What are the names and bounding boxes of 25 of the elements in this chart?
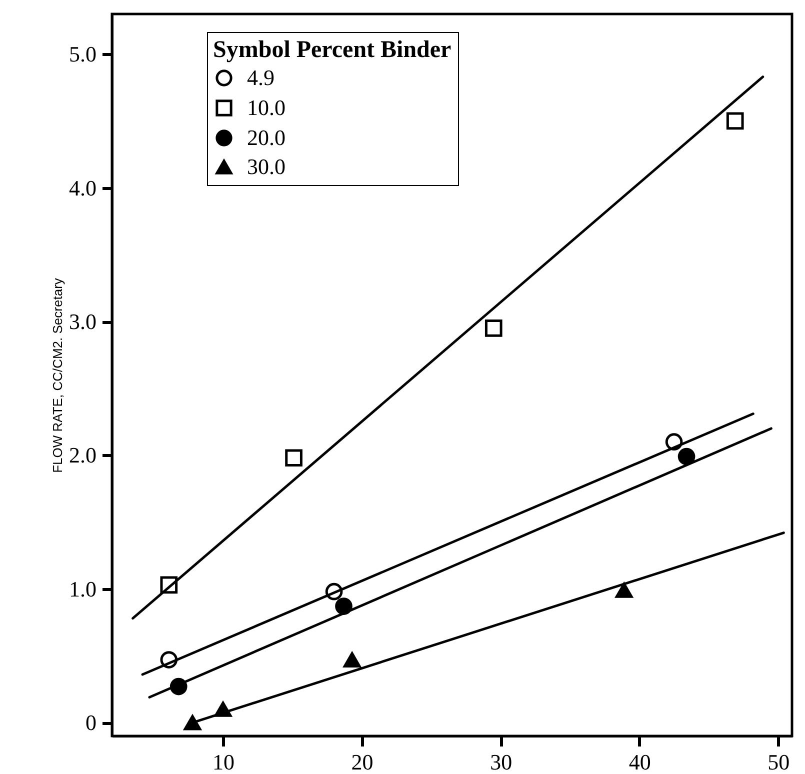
point [335, 598, 352, 615]
x-tick-label: 40 [628, 750, 651, 774]
y-axis-title: FLOW RATE, CC/CM2. Secretary [50, 278, 65, 473]
y-tick-label: 4.0 [69, 175, 96, 200]
x-tick-label: 50 [768, 750, 790, 774]
y-tick-label: 2.0 [69, 442, 96, 468]
y-tick-label: 5.0 [69, 42, 96, 67]
point [343, 652, 361, 668]
x-tick-label: 20 [351, 750, 374, 774]
y-tick-label: 1.0 [69, 576, 96, 602]
x-tick-label: 30 [490, 750, 512, 774]
y-tick-label: 3.0 [69, 309, 96, 334]
legend-label: 10.0 [247, 95, 286, 120]
point [285, 449, 302, 467]
legend-label: 30.0 [247, 154, 286, 179]
legend-label: 20.0 [247, 125, 286, 150]
legend-title: Symbol Percent Binder [213, 37, 452, 63]
y-tick-label: 0 [86, 710, 96, 736]
point [184, 714, 202, 730]
point [615, 582, 633, 598]
point [726, 112, 744, 130]
point [484, 320, 502, 337]
x-tick-label: 10 [212, 750, 235, 774]
point [678, 448, 696, 466]
legend-label: 4.9 [247, 65, 274, 90]
